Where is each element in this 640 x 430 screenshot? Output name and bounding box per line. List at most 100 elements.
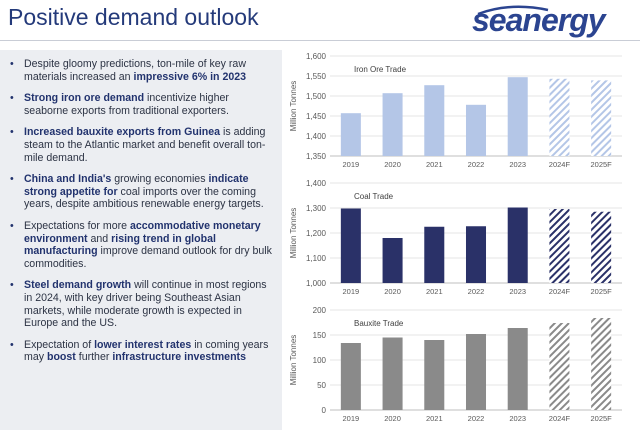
x-tick-label: 2019: [343, 414, 360, 423]
x-tick-label: 2025F: [591, 160, 613, 169]
y-axis-title: Million Tonnes: [289, 208, 298, 259]
y-tick-label: 1,450: [306, 112, 327, 121]
logo-swoosh-icon: [477, 5, 549, 16]
bullet-text: coal imports over the coming years, desp…: [24, 185, 264, 211]
y-tick-label: 100: [313, 356, 327, 365]
bar: [382, 238, 403, 283]
x-tick-label: 2020: [384, 414, 401, 423]
bullet-dot-icon: •: [10, 92, 14, 105]
y-tick-label: 1,400: [306, 179, 327, 188]
bauxite-trade-chart: 0 50 100 150 200 Million Tonnes Bauxite Trade 2…: [289, 306, 622, 423]
y-tick-label: 0: [322, 406, 327, 415]
charts-area: 1,350 1,400 1,450 1,500 1,550 1,600 Million To…: [289, 52, 622, 423]
chart-title: Bauxite Trade: [354, 319, 404, 328]
bullet-dot-icon: •: [10, 126, 14, 139]
x-tick-label: 2025F: [591, 287, 613, 296]
y-tick-label: 200: [313, 306, 327, 315]
x-tick-label: 2025F: [591, 414, 613, 423]
bullet-emphasis: Increased bauxite exports from Guinea: [24, 126, 221, 139]
coal-trade-chart: 1,000 1,100 1,200 1,300 1,400 Million Tonnes C…: [289, 179, 622, 296]
y-tick-label: 1,550: [306, 72, 327, 81]
bar: [507, 77, 528, 156]
y-tick-label: 50: [317, 381, 326, 390]
bar: [340, 343, 361, 410]
bullet-item: • China and India's growing economies ind…: [0, 173, 282, 211]
bullet-item: • Despite gloomy predictions, ton-mile of…: [0, 58, 282, 83]
bullet-text: and: [87, 232, 112, 245]
y-tick-label: 1,200: [306, 229, 327, 238]
bullet-emphasis: China and India's: [24, 173, 112, 186]
x-tick-label: 2019: [343, 287, 360, 296]
x-tick-label: 2022: [468, 414, 485, 423]
bullet-text: Despite gloomy predictions, ton-mile of …: [24, 58, 246, 83]
bar: [382, 337, 403, 410]
chart-title: Coal Trade: [354, 192, 394, 201]
title-divider: [0, 40, 640, 41]
bullet-item: • Increased bauxite exports from Guinea i…: [0, 126, 282, 164]
y-tick-label: 1,000: [306, 279, 327, 288]
bullet-text: in coming years may: [24, 338, 269, 364]
bar: [465, 104, 487, 156]
x-tick-label: 2020: [384, 160, 401, 169]
bullet-item: • Steel demand growth will continue in mo…: [0, 279, 282, 329]
y-axis-title: Million Tonnes: [289, 81, 298, 132]
iron-ore-trade-chart: 1,350 1,400 1,450 1,500 1,550 1,600 Million To…: [289, 52, 622, 169]
x-tick-label: 2023: [509, 414, 526, 423]
forecast-bar: [591, 211, 612, 283]
y-tick-label: 1,100: [306, 254, 327, 263]
bullet-item: • Expectation of lower interest rates in …: [0, 339, 282, 364]
bar: [507, 207, 528, 283]
bullet-emphasis: accommodative monetary environment: [24, 219, 261, 245]
forecast-bar: [549, 78, 570, 156]
bullet-emphasis: indicate strong appetite for: [24, 173, 249, 198]
bullet-text: further: [75, 351, 113, 364]
y-tick-label: 1,400: [306, 132, 327, 141]
y-tick-label: 1,300: [306, 204, 327, 213]
bar: [340, 113, 361, 156]
bar: [424, 226, 445, 283]
y-tick-label: 1,500: [306, 92, 327, 101]
y-axis-title: Million Tonnes: [289, 335, 298, 386]
bullet-text: Expectations for more: [24, 219, 130, 232]
bullet-dot-icon: •: [10, 219, 14, 232]
x-tick-label: 2021: [426, 287, 443, 296]
bullet-emphasis: impressive 6% in 2023: [133, 70, 247, 83]
bullet-text: is adding steam to the Atlantic market a…: [24, 126, 266, 164]
bullet-panel: • Despite gloomy predictions, ton-mile of…: [0, 50, 282, 430]
bullet-emphasis: boost: [46, 351, 76, 364]
y-tick-label: 1,600: [306, 52, 327, 61]
x-tick-label: 2024F: [549, 414, 571, 423]
bar: [465, 226, 487, 283]
bullet-text: will continue in most regions in 2024, w…: [24, 279, 267, 330]
bullet-text: incentivize higher seaborne exports from…: [24, 92, 229, 117]
bullet-text: growing economies: [111, 173, 209, 186]
bullet-item: • Strong iron ore demand incentivize high…: [0, 92, 282, 117]
x-tick-label: 2023: [509, 160, 526, 169]
x-tick-label: 2024F: [549, 160, 571, 169]
page-title: Positive demand outlook: [8, 4, 259, 30]
y-tick-label: 150: [313, 331, 327, 340]
bullet-emphasis: Steel demand growth: [24, 279, 132, 292]
bullet-item: • Expectations for more accommodative mon…: [0, 220, 282, 270]
bullet-dot-icon: •: [10, 338, 14, 351]
bullet-emphasis: infrastructure investments: [112, 351, 246, 364]
x-tick-label: 2020: [384, 287, 401, 296]
bar: [424, 340, 445, 410]
x-tick-label: 2024F: [549, 287, 571, 296]
bar: [340, 208, 361, 283]
bullet-text: Expectation of: [24, 338, 95, 351]
chart-title: Iron Ore Trade: [354, 65, 407, 74]
bar: [382, 93, 403, 156]
bullet-list: • Despite gloomy predictions, ton-mile of…: [0, 58, 282, 373]
x-tick-label: 2021: [426, 414, 443, 423]
bullet-emphasis: lower interest rates: [94, 338, 192, 351]
bullet-emphasis: rising trend in global manufacturing: [24, 232, 216, 258]
forecast-bar: [591, 318, 612, 410]
bullet-dot-icon: •: [10, 58, 14, 70]
x-tick-label: 2019: [343, 160, 360, 169]
bar: [465, 334, 487, 410]
x-tick-label: 2021: [426, 160, 443, 169]
bullet-emphasis: Strong iron ore demand: [24, 92, 145, 105]
bullet-dot-icon: •: [10, 279, 14, 292]
bullet-dot-icon: •: [10, 173, 14, 186]
